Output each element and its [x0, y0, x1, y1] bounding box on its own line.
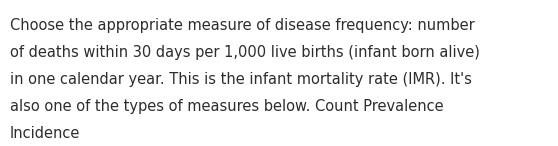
- Text: in one calendar year. This is the infant mortality rate (IMR). It's: in one calendar year. This is the infant…: [10, 72, 472, 87]
- Text: also one of the types of measures below. Count Prevalence: also one of the types of measures below.…: [10, 99, 444, 114]
- Text: Choose the appropriate measure of disease frequency: number: Choose the appropriate measure of diseas…: [10, 18, 475, 33]
- Text: of deaths within 30 days per 1,000 live births (infant born alive): of deaths within 30 days per 1,000 live …: [10, 45, 480, 60]
- Text: Incidence: Incidence: [10, 126, 80, 141]
